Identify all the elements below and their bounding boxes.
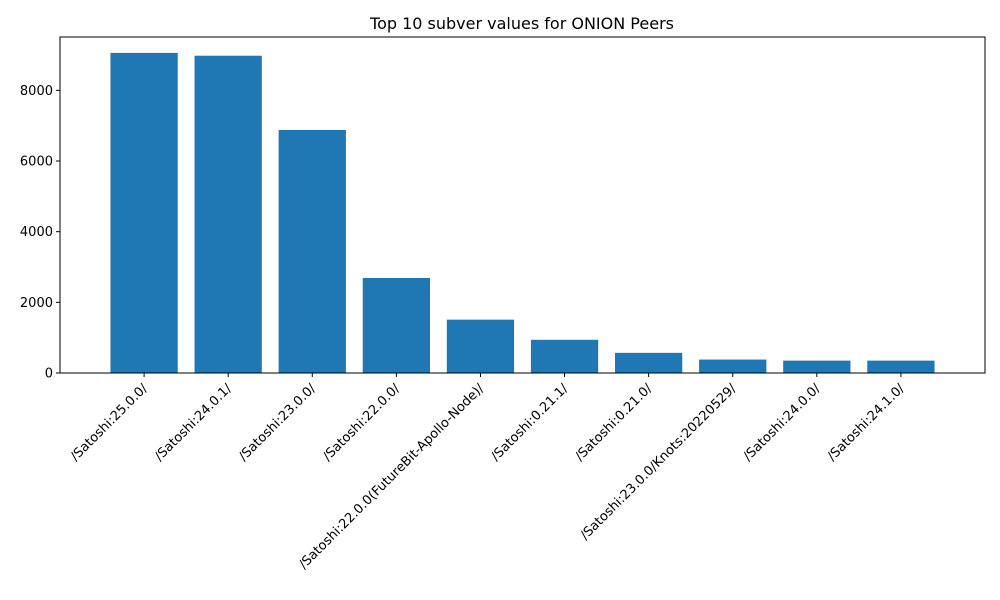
x-tick-label: /Satoshi:22.0.0/ xyxy=(320,381,403,464)
x-tick-label: /Satoshi:23.0.0/Knots:20220529/ xyxy=(578,381,740,543)
y-tick-label: 0 xyxy=(45,367,53,382)
bar xyxy=(615,352,683,373)
plot-frame xyxy=(59,36,986,374)
y-axis: 0 2000 4000 6000 8000 xyxy=(20,84,60,382)
bar xyxy=(530,339,599,373)
y-tick-label: 8000 xyxy=(20,84,53,99)
x-tick-label: /Satoshi:24.0.1/ xyxy=(152,381,235,464)
x-tick-label: /Satoshi:24.1.0/ xyxy=(825,381,908,464)
y-tick-label: 4000 xyxy=(20,225,53,240)
x-tick-label: /Satoshi:23.0.0/ xyxy=(236,381,319,464)
bar xyxy=(783,360,851,373)
bar xyxy=(194,55,262,373)
x-tick-label: /Satoshi:22.0.0(FutureBit-Apollo-Node)/ xyxy=(296,381,487,572)
bar xyxy=(362,277,430,373)
x-tick-label: /Satoshi:24.0.0/ xyxy=(741,381,824,464)
x-tick-label: /Satoshi:25.0.0/ xyxy=(68,381,151,464)
bars-group xyxy=(110,52,935,374)
y-tick-label: 2000 xyxy=(20,296,53,311)
bar xyxy=(446,319,515,373)
x-tick-label: /Satoshi:0.21.1/ xyxy=(488,381,571,464)
bar xyxy=(867,360,935,373)
x-tick-label: /Satoshi:0.21.0/ xyxy=(572,381,655,464)
x-axis: /Satoshi:25.0.0//Satoshi:24.0.1//Satoshi… xyxy=(68,373,908,572)
bar xyxy=(699,359,767,373)
y-tick-label: 6000 xyxy=(20,155,53,170)
chart-title: Top 10 subver values for ONION Peers xyxy=(369,14,674,33)
bar xyxy=(110,52,178,374)
bar xyxy=(278,129,346,373)
